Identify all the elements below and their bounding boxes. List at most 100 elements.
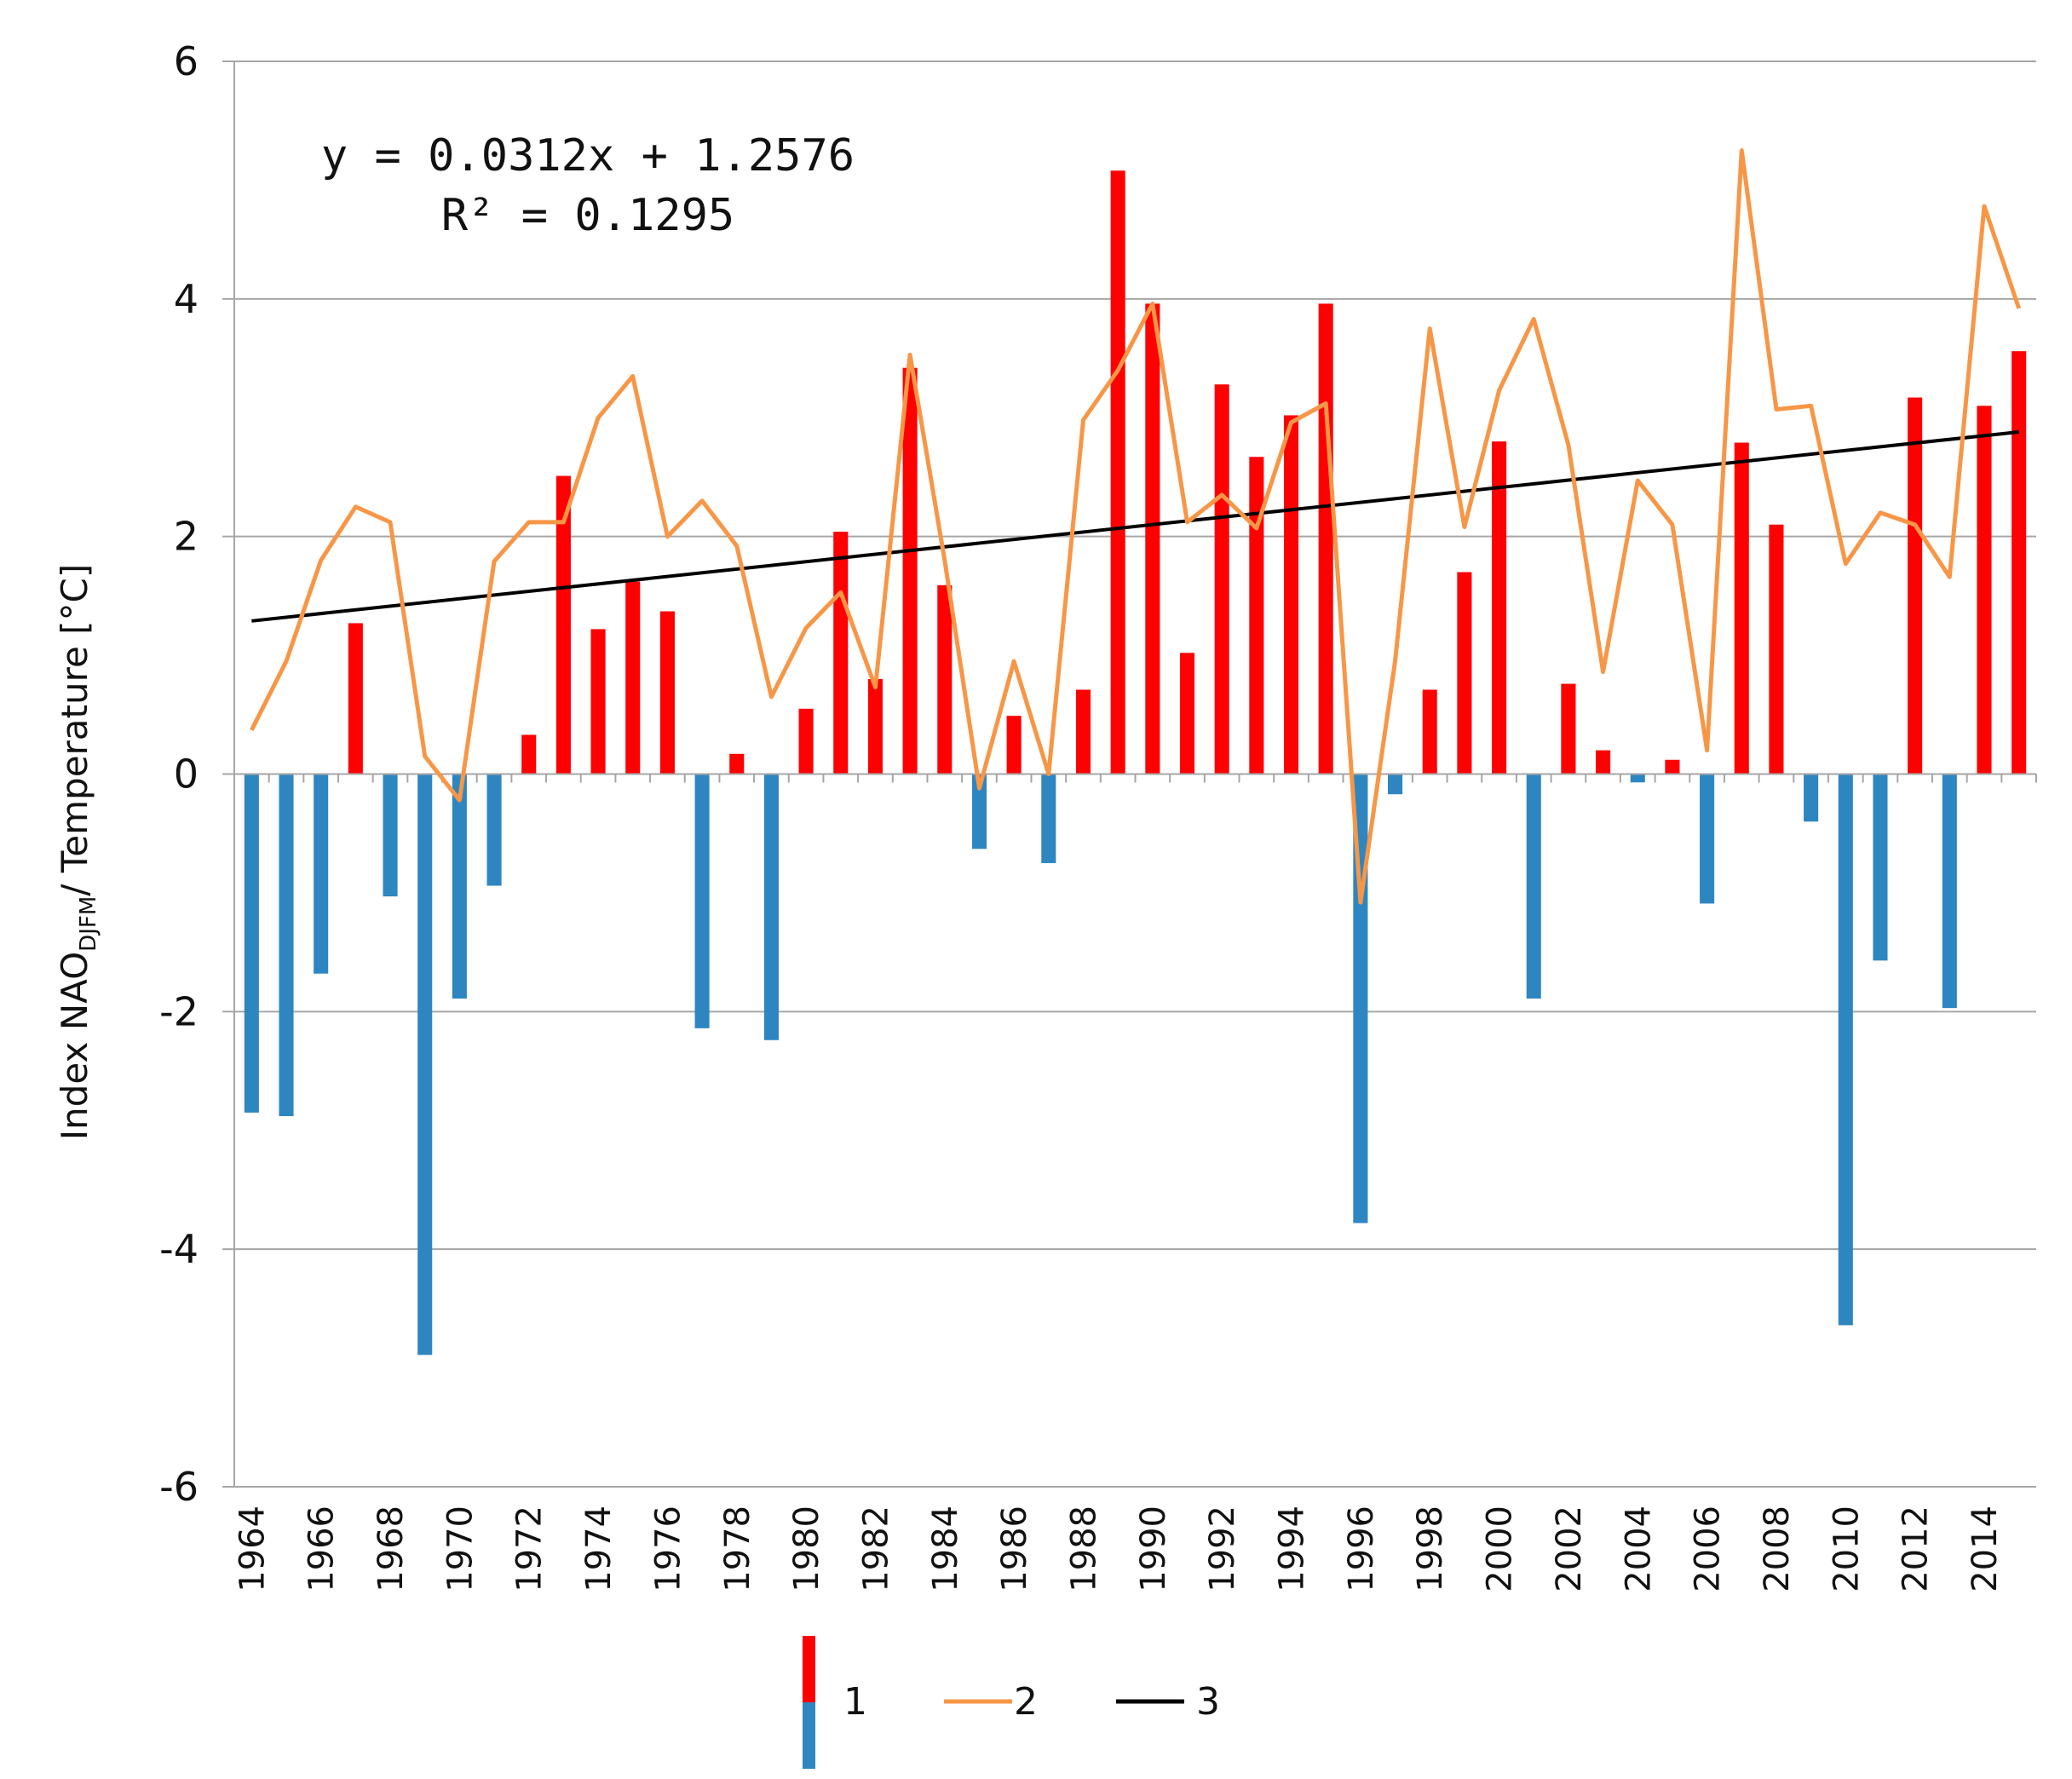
- y-tick-label-2: 2: [174, 514, 199, 560]
- bar-2007: [1734, 442, 1749, 774]
- bar-1972: [521, 734, 537, 774]
- y-tick-label--4: -4: [159, 1226, 199, 1272]
- x-tick-label-1968: 1968: [371, 1506, 411, 1592]
- x-tick-label-1990: 1990: [1134, 1506, 1173, 1592]
- bar-2002: [1561, 683, 1576, 774]
- bar-1980: [798, 708, 814, 774]
- legend: 1 2 3: [803, 1636, 1220, 1769]
- x-tick-label-2006: 2006: [1689, 1506, 1728, 1592]
- bar-2011: [1873, 774, 1888, 961]
- x-tick-label-1996: 1996: [1342, 1506, 1381, 1592]
- x-tick-label-1980: 1980: [787, 1506, 826, 1592]
- bar-1973: [555, 475, 571, 774]
- bar-2008: [1769, 524, 1784, 774]
- bar-1992: [1214, 384, 1229, 774]
- x-tick-label-2002: 2002: [1550, 1506, 1589, 1592]
- y-tick-label-0: 0: [174, 751, 199, 797]
- y-axis-title-subscript: DJFM: [76, 896, 101, 952]
- bar-1983: [902, 367, 918, 774]
- bar-2010: [1838, 774, 1853, 1326]
- bar-1994: [1283, 415, 1299, 774]
- y-tick-label-4: 4: [174, 276, 199, 322]
- y-axis-title-suffix: / Temperature [°C]: [54, 564, 95, 896]
- bar-1984: [937, 584, 953, 774]
- legend-swatch-negative: [803, 1702, 815, 1769]
- bar-1968: [383, 774, 398, 897]
- bar-1999: [1457, 572, 1472, 774]
- bar-1997: [1388, 774, 1403, 795]
- trend-line-group: [251, 429, 2019, 623]
- y-tick-label-6: 6: [174, 38, 199, 84]
- bar-1970: [452, 774, 467, 999]
- regression-equation: y = 0.0312x + 1.2576: [321, 130, 855, 181]
- r-squared-label: R² = 0.1295: [441, 190, 734, 241]
- bar-1966: [314, 774, 329, 974]
- bar-1971: [486, 774, 502, 886]
- bar-1978: [729, 753, 745, 774]
- bar-1989: [1110, 170, 1125, 774]
- x-tick-label-1998: 1998: [1411, 1506, 1450, 1592]
- bar-2015: [2012, 351, 2027, 774]
- bar-1976: [659, 611, 675, 774]
- x-tick-label-2012: 2012: [1896, 1506, 1936, 1592]
- bar-1975: [625, 581, 641, 774]
- x-tick-label-2004: 2004: [1619, 1506, 1658, 1592]
- temperature-line-group: [250, 148, 2022, 905]
- y-tick-labels: 6 4 2 0 -2 -4 -6: [159, 38, 199, 1510]
- legend-label-1: 1: [843, 1680, 867, 1724]
- bar-2012: [1908, 397, 1923, 774]
- bar-2009: [1804, 774, 1819, 822]
- bar-2006: [1700, 774, 1715, 904]
- x-tick-label-2014: 2014: [1966, 1506, 2005, 1592]
- nao-index-bars: [244, 170, 2027, 1356]
- x-tick-label-2010: 2010: [1827, 1506, 1866, 1592]
- x-tick-label-1992: 1992: [1203, 1506, 1242, 1592]
- bar-1979: [763, 774, 779, 1040]
- bar-1995: [1318, 303, 1333, 774]
- x-tick-label-1976: 1976: [648, 1506, 688, 1592]
- x-tick-label-1978: 1978: [718, 1506, 757, 1592]
- bar-2000: [1492, 441, 1507, 774]
- bar-1986: [1006, 716, 1022, 774]
- bar-1993: [1249, 457, 1264, 774]
- bar-1988: [1075, 689, 1091, 774]
- x-tick-labels: 1964 1966 1968 1970 1972 1974 1976 1978 1980 1982…: [233, 1506, 2005, 1592]
- x-tick-label-1988: 1988: [1064, 1506, 1103, 1592]
- bar-2004: [1630, 774, 1645, 783]
- x-tick-label-1970: 1970: [440, 1506, 480, 1592]
- x-tick-label-1974: 1974: [579, 1506, 619, 1592]
- bar-2005: [1665, 759, 1680, 774]
- bar-2013: [1942, 774, 1957, 1009]
- x-tick-label-1982: 1982: [856, 1506, 895, 1592]
- x-tick-label-2008: 2008: [1758, 1506, 1797, 1592]
- bar-1998: [1422, 689, 1437, 774]
- bar-1987: [1041, 774, 1056, 864]
- bar-2003: [1596, 750, 1611, 774]
- x-tick-label-1972: 1972: [510, 1506, 550, 1592]
- bar-1982: [867, 678, 883, 774]
- y-axis-title-prefix: Index NAO: [54, 952, 95, 1140]
- x-tick-label-1966: 1966: [302, 1506, 342, 1592]
- bar-1981: [833, 532, 849, 774]
- y-axis-title: Index NAODJFM/ Temperature [°C]: [54, 564, 101, 1141]
- x-tick-label-1986: 1986: [995, 1506, 1034, 1592]
- x-tick-label-1984: 1984: [926, 1506, 965, 1592]
- y-tick-label--6: -6: [159, 1464, 199, 1510]
- axes: [222, 60, 2037, 1488]
- gridlines: [234, 60, 2036, 1488]
- bar-1969: [417, 774, 433, 1356]
- legend-swatch-positive: [803, 1636, 815, 1702]
- trend-line: [251, 429, 2019, 623]
- bar-1985: [971, 774, 987, 849]
- x-tick-label-1964: 1964: [233, 1506, 272, 1592]
- bar-1974: [590, 629, 606, 774]
- y-tick-label--2: -2: [159, 988, 199, 1034]
- bar-1991: [1179, 653, 1195, 774]
- legend-label-2: 2: [1014, 1680, 1038, 1724]
- bar-2014: [1977, 406, 1992, 774]
- bar-1977: [694, 774, 710, 1028]
- x-tick-label-1994: 1994: [1273, 1506, 1312, 1592]
- bar-1964: [244, 774, 259, 1113]
- legend-label-3: 3: [1196, 1680, 1220, 1724]
